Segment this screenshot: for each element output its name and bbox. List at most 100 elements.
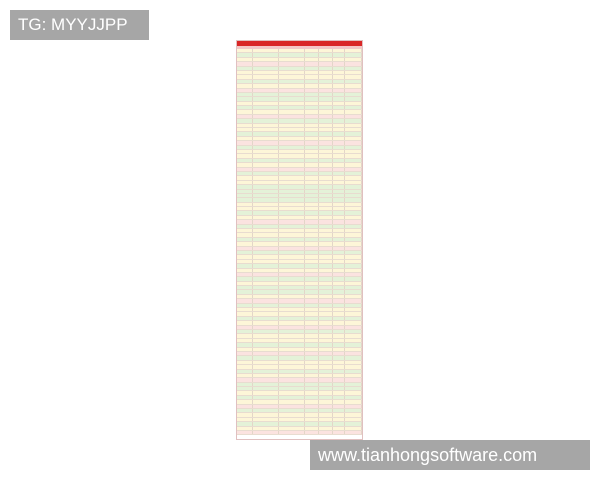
sheet-cell <box>319 395 333 400</box>
sheet-cell <box>345 321 362 325</box>
sheet-cell <box>279 66 305 70</box>
sheet-cell <box>345 53 362 57</box>
sheet-cell <box>319 114 333 119</box>
sheet-cell <box>279 154 305 158</box>
sheet-cell <box>305 242 319 246</box>
sheet-row <box>237 233 362 238</box>
sheet-row <box>237 330 362 335</box>
sheet-cell <box>237 237 253 242</box>
sheet-cell <box>305 426 319 430</box>
sheet-row <box>237 62 362 67</box>
sheet-cell <box>333 395 345 400</box>
sheet-cell <box>253 413 279 417</box>
sheet-cell <box>319 163 333 167</box>
sheet-cell <box>253 79 279 84</box>
sheet-row <box>237 334 362 339</box>
sheet-cell <box>305 360 319 365</box>
sheet-cell <box>253 277 279 281</box>
sheet-cell <box>305 391 319 395</box>
sheet-cell <box>279 128 305 132</box>
sheet-cell <box>279 246 305 250</box>
sheet-cell <box>305 119 319 123</box>
sheet-cell <box>305 351 319 356</box>
sheet-cell <box>345 229 362 233</box>
sheet-cell <box>253 167 279 171</box>
sheet-cell <box>279 400 305 404</box>
sheet-cell <box>333 224 345 229</box>
sheet-cell <box>305 387 319 391</box>
watermark-bottom-right: www.tianhongsoftware.com <box>310 440 590 470</box>
sheet-cell <box>237 158 253 163</box>
sheet-row <box>237 229 362 234</box>
sheet-cell <box>253 110 279 114</box>
sheet-cell <box>237 413 253 417</box>
sheet-cell <box>253 369 279 373</box>
sheet-cell <box>333 198 345 202</box>
sheet-cell <box>345 422 362 426</box>
sheet-cell <box>237 75 253 79</box>
sheet-cell <box>279 365 305 369</box>
sheet-row <box>237 171 362 177</box>
sheet-cell <box>333 312 345 316</box>
sheet-cell <box>253 382 279 387</box>
sheet-cell <box>237 387 253 391</box>
sheet-cell <box>305 369 319 373</box>
sheet-cell <box>333 382 345 387</box>
sheet-cell <box>333 154 345 158</box>
sheet-row <box>237 286 362 291</box>
sheet-cell <box>345 272 362 277</box>
sheet-cell <box>333 290 345 294</box>
sheet-cell <box>305 237 319 242</box>
sheet-cell <box>319 158 333 163</box>
sheet-cell <box>237 316 253 321</box>
sheet-cell <box>253 136 279 141</box>
sheet-cell <box>305 88 319 92</box>
sheet-cell <box>319 70 333 75</box>
sheet-cell <box>319 334 333 338</box>
sheet-cell <box>253 378 279 382</box>
sheet-cell <box>279 224 305 229</box>
sheet-cell <box>279 325 305 329</box>
sheet-cell <box>279 75 305 79</box>
sheet-cell <box>305 149 319 154</box>
sheet-cell <box>333 299 345 303</box>
sheet-cell <box>237 97 253 101</box>
sheet-cell <box>279 330 305 334</box>
sheet-cell <box>319 123 333 128</box>
sheet-cell <box>237 264 253 268</box>
sheet-cell <box>319 79 333 84</box>
sheet-cell <box>305 158 319 163</box>
sheet-cell <box>305 417 319 422</box>
sheet-cell <box>279 211 305 215</box>
sheet-cell <box>237 268 253 272</box>
sheet-cell <box>279 101 305 106</box>
sheet-cell <box>253 430 279 435</box>
sheet-row <box>237 207 362 212</box>
sheet-row <box>237 250 362 256</box>
sheet-cell <box>279 382 305 387</box>
sheet-cell <box>345 154 362 158</box>
sheet-cell <box>345 119 362 123</box>
sheet-cell <box>237 193 253 198</box>
sheet-cell <box>333 338 345 343</box>
sheet-cell <box>319 224 333 229</box>
sheet-cell <box>333 145 345 149</box>
sheet-cell <box>279 290 305 294</box>
sheet-row <box>237 299 362 304</box>
sheet-cell <box>319 290 333 294</box>
sheet-cell <box>345 409 362 413</box>
sheet-cell <box>279 369 305 373</box>
sheet-cell <box>333 163 345 167</box>
sheet-row <box>237 224 362 230</box>
sheet-cell <box>319 136 333 141</box>
sheet-row <box>237 149 362 155</box>
sheet-cell <box>253 149 279 154</box>
sheet-cell <box>237 430 253 435</box>
sheet-cell <box>319 391 333 395</box>
sheet-cell <box>345 404 362 409</box>
sheet-cell <box>345 198 362 202</box>
sheet-cell <box>279 141 305 145</box>
sheet-cell <box>319 299 333 303</box>
sheet-cell <box>237 343 253 347</box>
sheet-cell <box>253 171 279 176</box>
